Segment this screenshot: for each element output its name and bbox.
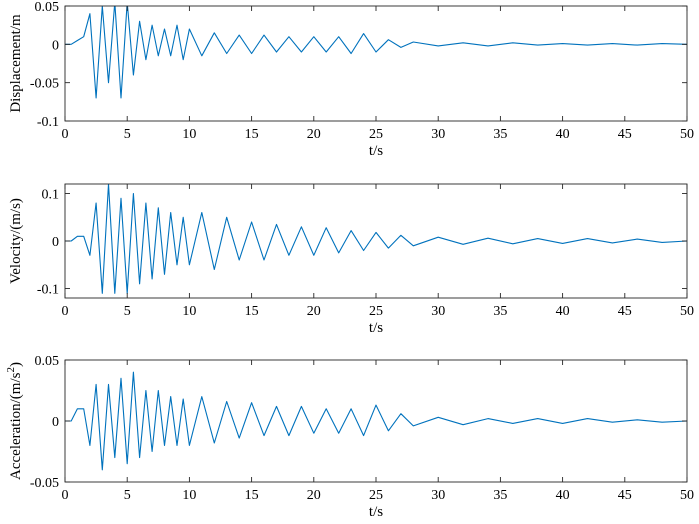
x-axis-label: t/s: [369, 143, 383, 159]
x-tick-label: 25: [369, 127, 383, 142]
x-tick-label: 45: [618, 488, 632, 503]
x-tick-label: 20: [307, 488, 321, 503]
subplot-2: 0 5 10 15 20 25 30 35 40 45 50-0.100.1t/sVelocity/…: [8, 183, 694, 336]
y-tick-label: 0.1: [42, 188, 60, 203]
x-tick-label: 35: [493, 304, 507, 319]
y-tick-label: -0.1: [37, 283, 59, 298]
x-tick-label: 50: [680, 127, 694, 142]
y-tick-label: 0.05: [35, 0, 60, 15]
x-tick-label: 20: [307, 304, 321, 319]
y-tick-label: 0: [52, 235, 59, 250]
y-tick-label: -0.05: [30, 77, 59, 92]
x-tick-label: 0: [62, 304, 69, 319]
series-line: [65, 371, 687, 471]
x-tick-label: 5: [124, 488, 131, 503]
subplot-1: 0 5 10 15 20 25 30 35 40 45 50 -0.1 -0.05 0 0.05 t/s Dis…: [8, 0, 694, 159]
x-tick-label: 50: [680, 488, 694, 503]
axes-box: [64, 359, 688, 483]
x-axis-label: t/s: [369, 504, 383, 520]
x-tick-label: 45: [618, 127, 632, 142]
x-tick-label: 35: [493, 127, 507, 142]
axes-box: [64, 183, 688, 299]
x-tick-label: 0: [62, 488, 69, 503]
x-tick-label: 40: [556, 304, 570, 319]
y-axis-label: Acceleration/(m/s2): [5, 362, 24, 480]
x-tick-label: 30: [431, 304, 445, 319]
x-tick-label: 10: [182, 127, 196, 142]
x-tick-label: 10: [182, 304, 196, 319]
x-tick-label: 15: [245, 488, 259, 503]
series-line: [65, 6, 687, 99]
x-axis-label: t/s: [369, 320, 383, 336]
y-tick-label: 0: [52, 38, 59, 53]
x-tick-label: 45: [618, 304, 632, 319]
x-tick-label: 40: [556, 488, 570, 503]
x-tick-label: 25: [369, 488, 383, 503]
x-tick-label: 5: [124, 304, 131, 319]
y-tick-label: -0.05: [30, 476, 59, 491]
x-tick-label: 20: [307, 127, 321, 142]
y-tick-label: 0.05: [35, 354, 60, 369]
x-tick-label: 15: [245, 304, 259, 319]
y-tick-label: 0: [52, 415, 59, 430]
x-tick-label: 30: [431, 127, 445, 142]
x-tick-label: 25: [369, 304, 383, 319]
x-tick-label: 35: [493, 488, 507, 503]
x-tick-label: 50: [680, 304, 694, 319]
x-tick-label: 30: [431, 488, 445, 503]
x-tick-label: 15: [245, 127, 259, 142]
x-tick-label: 5: [124, 127, 131, 142]
axes-box: [64, 5, 688, 122]
series-line: [65, 184, 687, 294]
y-axis-label: Displacement/m: [8, 14, 24, 113]
x-tick-label: 0: [62, 127, 69, 142]
y-axis-label: Velocity/(m/s): [8, 198, 24, 284]
x-tick-label: 40: [556, 127, 570, 142]
subplot-3: 0 5 10 15 20 25 30 35 40 45 50-0.0500.05t/sAcceler…: [5, 354, 694, 520]
x-tick-label: 10: [182, 488, 196, 503]
y-tick-label: -0.1: [37, 115, 59, 130]
